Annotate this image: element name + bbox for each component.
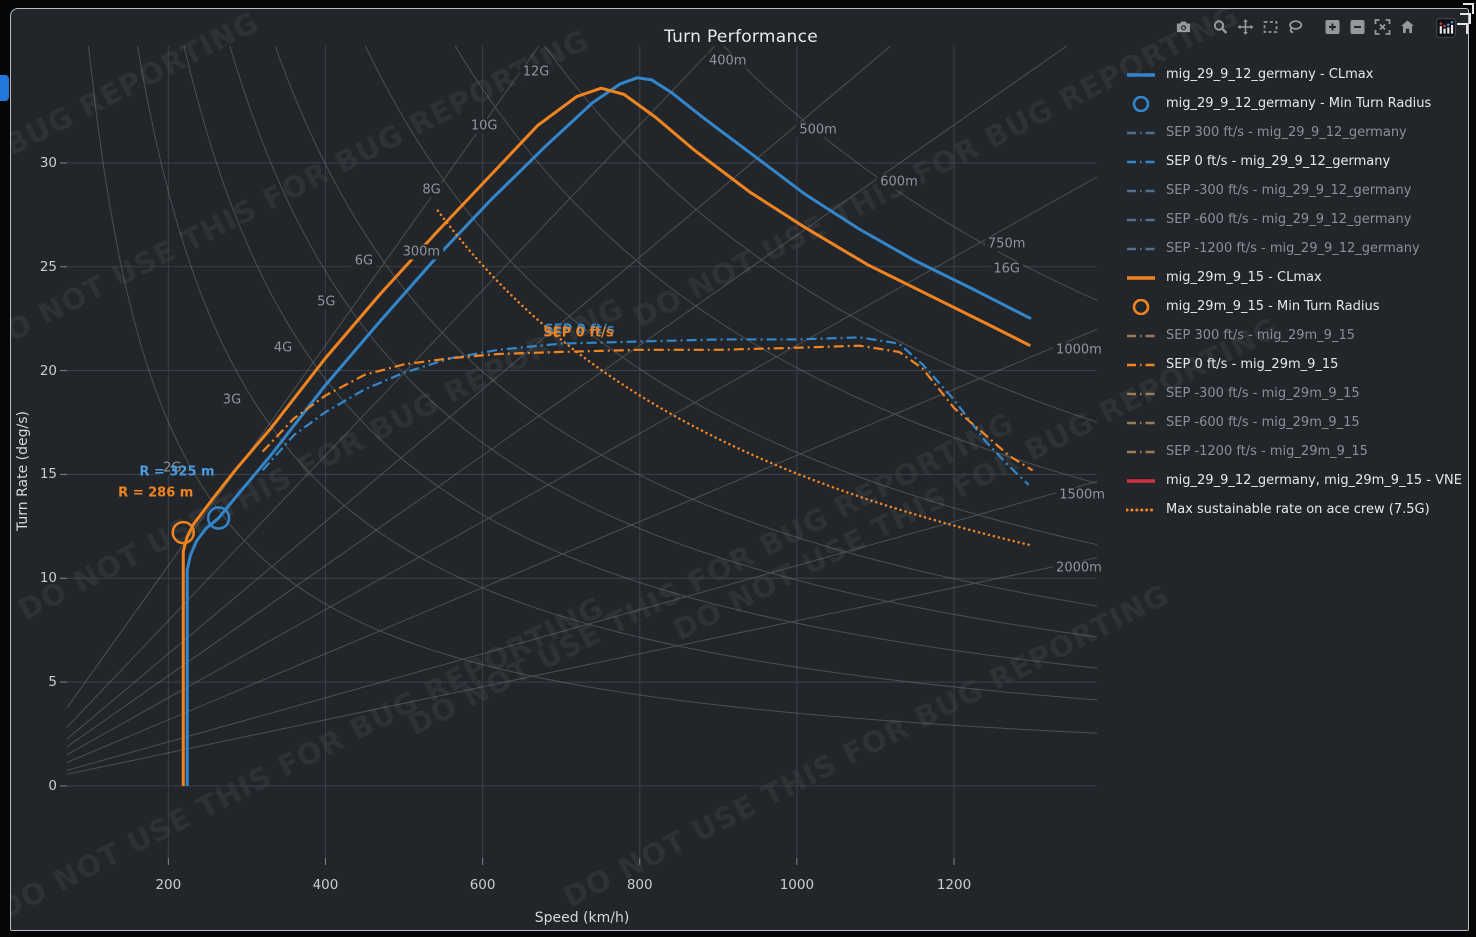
legend: mig_29_9_12_germany - CLmax mig_29_9_12_g… [1126, 60, 1462, 524]
legend-sample-circle [1132, 95, 1150, 112]
legend-item[interactable]: SEP -300 ft/s - mig_29_9_12_germany [1126, 176, 1462, 205]
camera-icon [1176, 21, 1191, 32]
legend-sample-dashdot [1127, 421, 1155, 424]
plot-toolbar [1171, 16, 1460, 40]
min-turn-radius-marker [171, 520, 196, 545]
y-tick-label: 20 [39, 362, 57, 379]
series-solid [185, 76, 1032, 786]
legend-item-label: SEP -600 ft/s - mig_29m_9_15 [1166, 415, 1360, 430]
legend-item-label: SEP -300 ft/s - mig_29m_9_15 [1166, 386, 1360, 401]
y-tick-label: 15 [39, 466, 57, 483]
box-select-icon [1263, 20, 1278, 33]
x-tick-label: 200 [155, 877, 182, 893]
legend-item-label: mig_29m_9_15 - CLmax [1166, 270, 1322, 285]
legend-item-label: mig_29_9_12_germany, mig_29m_9_15 - VNE [1166, 473, 1462, 488]
legend-item-label: SEP -300 ft/s - mig_29_9_12_germany [1166, 183, 1412, 198]
pan-arrows-icon [1237, 18, 1254, 35]
x-tick-label: 600 [469, 877, 496, 893]
plotly-logo-button[interactable] [1432, 16, 1460, 40]
legend-item[interactable]: mig_29_9_12_germany - CLmax [1126, 60, 1462, 89]
x-tick-label: 1200 [936, 877, 972, 893]
snapshot-button[interactable] [1171, 16, 1196, 40]
legend-item[interactable]: SEP -600 ft/s - mig_29_9_12_germany [1126, 205, 1462, 234]
legend-item-label: SEP 0 ft/s - mig_29m_9_15 [1166, 357, 1339, 372]
series-dotted [436, 209, 1031, 547]
plotly-logo-icon [1436, 18, 1456, 38]
min-turn-radius-marker [206, 506, 231, 530]
y-axis-title: Turn Rate (deg/s) [15, 410, 31, 532]
magnifier-icon [1213, 19, 1228, 34]
series-dashdot [261, 336, 1030, 486]
legend-item[interactable]: SEP -1200 ft/s - mig_29_9_12_germany [1126, 234, 1462, 263]
legend-item-label: mig_29m_9_15 - Min Turn Radius [1166, 299, 1380, 314]
legend-sample-dashdot [1127, 334, 1155, 337]
series-dashdot [261, 344, 1034, 472]
legend-item[interactable]: SEP -600 ft/s - mig_29m_9_15 [1126, 408, 1462, 437]
x-tick-label: 400 [312, 877, 339, 893]
legend-item-label: Max sustainable rate on ace crew (7.5G) [1166, 502, 1430, 517]
x-axis-title: Speed (km/h) [534, 910, 630, 926]
page-title: Turn Performance [664, 27, 818, 47]
legend-sample-line [1127, 478, 1155, 483]
legend-sample-dashdot [1127, 218, 1155, 221]
legend-sample-dashdot [1127, 392, 1155, 395]
legend-item[interactable]: SEP -300 ft/s - mig_29m_9_15 [1126, 379, 1462, 408]
plot-canvas[interactable] [60, 46, 1097, 865]
legend-item-label: SEP -600 ft/s - mig_29_9_12_germany [1166, 212, 1412, 227]
legend-item[interactable]: mig_29_9_12_germany, mig_29m_9_15 - VNE [1126, 466, 1462, 495]
zoom-out-button[interactable] [1345, 16, 1370, 40]
series-solid [181, 86, 1031, 786]
legend-sample-dashdot [1127, 363, 1155, 366]
zoom-in-button[interactable] [1320, 16, 1345, 40]
legend-item-label: mig_29_9_12_germany - CLmax [1166, 67, 1374, 82]
autoscale-icon [1374, 18, 1391, 35]
legend-sample-line [1127, 72, 1155, 77]
y-tick-label: 5 [48, 674, 57, 691]
legend-sample-dashdot [1127, 160, 1155, 163]
legend-item[interactable]: mig_29_9_12_germany - Min Turn Radius [1126, 89, 1462, 118]
sidebar-toggle[interactable] [0, 75, 9, 101]
legend-sample-dotted [1126, 508, 1156, 511]
legend-item[interactable]: SEP 0 ft/s - mig_29_9_12_germany [1126, 147, 1462, 176]
lasso-select-button[interactable] [1283, 16, 1308, 40]
pan-mode-button[interactable] [1233, 16, 1258, 40]
x-tick-label: 800 [626, 877, 653, 893]
legend-item-label: mig_29_9_12_germany - Min Turn Radius [1166, 96, 1432, 111]
legend-sample-dashdot [1127, 189, 1155, 192]
legend-item[interactable]: mig_29m_9_15 - CLmax [1126, 263, 1462, 292]
reset-axes-button[interactable] [1395, 16, 1420, 40]
legend-sample-line [1127, 275, 1155, 280]
y-tick-label: 25 [39, 258, 57, 275]
box-select-button[interactable] [1258, 16, 1283, 40]
legend-item-label: SEP 0 ft/s - mig_29_9_12_germany [1166, 154, 1391, 169]
zoom-out-icon [1350, 19, 1365, 34]
legend-item-label: SEP 300 ft/s - mig_29m_9_15 [1166, 328, 1355, 343]
legend-item[interactable]: SEP 300 ft/s - mig_29_9_12_germany [1126, 118, 1462, 147]
legend-item[interactable]: SEP 0 ft/s - mig_29m_9_15 [1126, 350, 1462, 379]
zoom-in-icon [1325, 19, 1340, 34]
legend-item[interactable]: SEP -1200 ft/s - mig_29m_9_15 [1126, 437, 1462, 466]
lasso-select-icon [1289, 19, 1303, 33]
legend-item[interactable]: Max sustainable rate on ace crew (7.5G) [1126, 495, 1462, 524]
chart-window: Turn Performance DO NOT USE THIS FOR BUG… [10, 8, 1469, 931]
y-tick-label: 10 [39, 570, 57, 587]
stacked-pages-decoration [1457, 0, 1476, 42]
zoom-mode-button[interactable] [1208, 16, 1233, 40]
legend-item-label: SEP -1200 ft/s - mig_29_9_12_germany [1166, 241, 1420, 256]
home-icon [1401, 20, 1414, 33]
y-tick-label: 30 [39, 154, 57, 171]
legend-item-label: SEP -1200 ft/s - mig_29m_9_15 [1166, 444, 1368, 459]
legend-sample-dashdot [1127, 131, 1155, 134]
legend-item[interactable]: SEP 300 ft/s - mig_29m_9_15 [1126, 321, 1462, 350]
legend-item[interactable]: mig_29m_9_15 - Min Turn Radius [1126, 292, 1462, 321]
legend-sample-circle [1132, 298, 1150, 315]
legend-sample-dashdot [1127, 450, 1155, 453]
legend-item-label: SEP 300 ft/s - mig_29_9_12_germany [1166, 125, 1407, 140]
x-tick-label: 1000 [779, 877, 815, 893]
autoscale-button[interactable] [1370, 16, 1395, 40]
legend-sample-dashdot [1127, 247, 1155, 250]
y-tick-label: 0 [48, 777, 57, 794]
